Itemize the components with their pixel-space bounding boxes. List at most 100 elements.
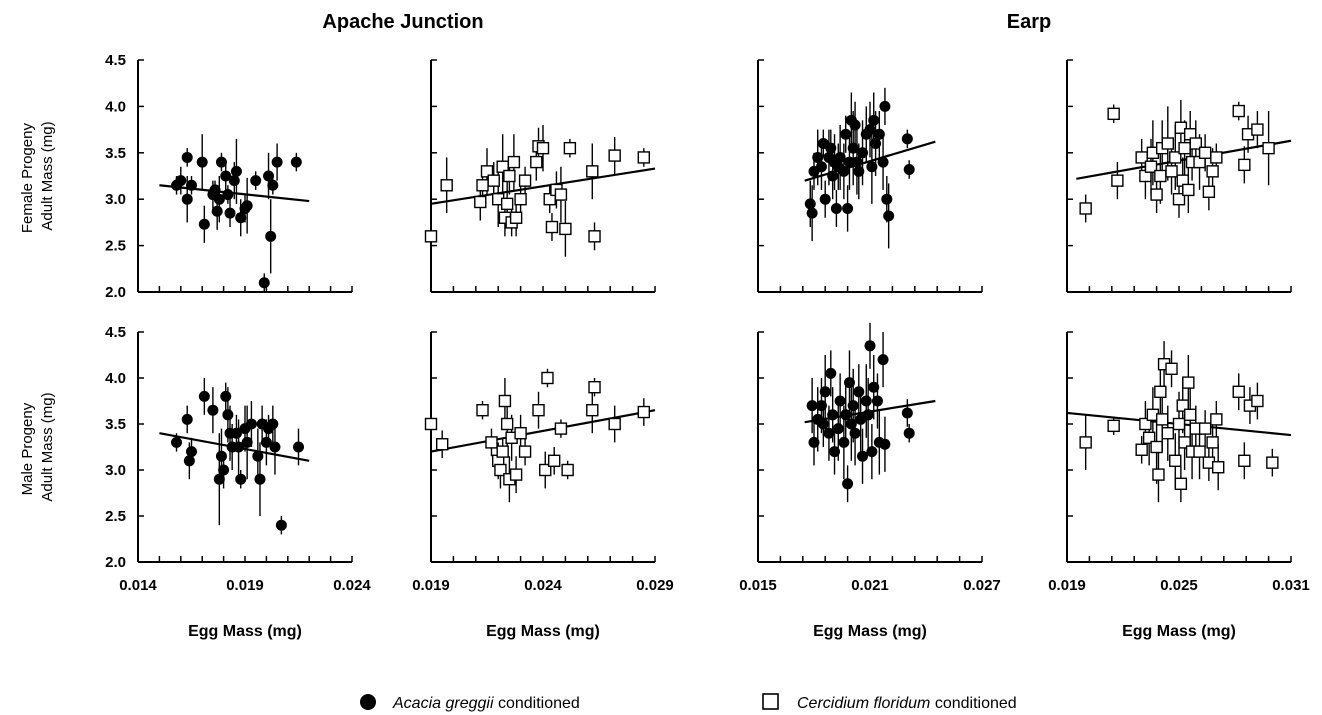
- data-point: [806, 207, 818, 219]
- data-point: [903, 164, 915, 176]
- data-point: [877, 156, 889, 168]
- y-tick-label: 3.0: [105, 462, 126, 479]
- legend-filled-circle-marker: [360, 694, 376, 710]
- x-tick-label: 0.027: [963, 577, 1001, 594]
- data-point: [518, 445, 532, 458]
- data-point: [198, 390, 210, 402]
- y-tick-label: 2.5: [105, 508, 126, 525]
- data-point: [834, 151, 846, 163]
- legend-suffix-acacia: conditioned: [498, 695, 580, 712]
- data-point: [849, 119, 861, 131]
- data-point: [183, 455, 195, 467]
- data-point: [536, 141, 550, 155]
- x-tick-label: 0.019: [1048, 577, 1086, 594]
- data-point: [476, 179, 489, 192]
- data-point: [252, 450, 264, 462]
- data-point: [563, 141, 577, 155]
- data-point: [637, 405, 650, 419]
- data-point: [230, 165, 242, 177]
- x-axis-label: Egg Mass (mg): [813, 623, 927, 640]
- panel-apache-junction-female: [424, 59, 656, 293]
- data-point: [1161, 137, 1175, 150]
- data-point: [840, 128, 852, 140]
- data-point: [267, 418, 279, 430]
- data-point: [269, 441, 281, 453]
- data-point: [879, 100, 891, 112]
- data-point: [548, 454, 561, 467]
- data-point: [271, 156, 283, 168]
- data-point: [903, 427, 915, 439]
- data-point: [181, 193, 193, 205]
- data-point: [1172, 192, 1186, 206]
- data-point: [424, 417, 438, 431]
- data-point: [862, 409, 874, 421]
- row-label-female-line1: Female Progeny: [19, 123, 36, 234]
- x-axis-label: Egg Mass (mg): [486, 623, 600, 640]
- data-point: [877, 354, 889, 366]
- data-point: [213, 473, 225, 485]
- data-point: [825, 367, 837, 379]
- data-point: [235, 473, 247, 485]
- data-point: [222, 189, 234, 201]
- data-point: [1107, 107, 1120, 121]
- x-axis-label: Egg Mass (mg): [188, 623, 302, 640]
- data-point: [171, 436, 183, 448]
- data-point: [561, 463, 574, 477]
- panel-earp-male: 0.019 0.025 0.031 Egg Mass (mg): [1048, 331, 1310, 640]
- data-point: [241, 436, 253, 448]
- data-point: [290, 156, 302, 168]
- data-point: [815, 400, 827, 412]
- data-point: [825, 142, 837, 154]
- data-point: [222, 409, 234, 421]
- data-point: [186, 179, 197, 191]
- data-point: [267, 179, 279, 191]
- data-point: [186, 446, 197, 458]
- data-point: [1161, 427, 1175, 440]
- data-point: [530, 155, 543, 169]
- data-point: [853, 165, 865, 177]
- data-point: [498, 394, 512, 408]
- data-point: [1210, 413, 1223, 426]
- data-point: [819, 386, 831, 398]
- data-point: [260, 436, 272, 448]
- data-point: [883, 210, 895, 222]
- data-point: [853, 386, 865, 398]
- data-point: [1165, 362, 1178, 375]
- data-point: [1189, 137, 1203, 150]
- data-point: [1155, 413, 1169, 426]
- x-tick-label: 0.024: [524, 577, 562, 594]
- data-point: [868, 381, 880, 393]
- row-label-male: Male Progeny Adult Mass (mg): [19, 392, 56, 501]
- data-point: [827, 170, 839, 182]
- x-tick-label: 0.019: [226, 577, 264, 594]
- data-point: [1206, 436, 1219, 449]
- data-point: [424, 230, 438, 243]
- x-tick-label: 0.031: [1272, 577, 1310, 594]
- data-point: [436, 438, 449, 451]
- data-point: [1238, 454, 1251, 467]
- data-point: [485, 436, 498, 449]
- data-point: [1135, 443, 1148, 456]
- data-point: [864, 124, 876, 136]
- data-point: [1193, 445, 1206, 458]
- data-point: [901, 133, 913, 145]
- legend: Acacia greggii conditioned Cercidium flo…: [360, 693, 1017, 712]
- data-point: [275, 519, 287, 531]
- data-point: [1232, 104, 1245, 118]
- data-point: [509, 211, 523, 224]
- y-tick-label: 4.5: [105, 52, 126, 69]
- data-point: [500, 417, 514, 431]
- data-point: [181, 151, 193, 163]
- data-point: [1079, 202, 1092, 215]
- legend-entry-acacia: Acacia greggii conditioned: [392, 695, 580, 712]
- panel-earp-female: [757, 59, 983, 293]
- data-point: [827, 409, 839, 421]
- data-point: [1198, 422, 1212, 435]
- data-point: [1182, 376, 1195, 389]
- data-point: [480, 165, 494, 178]
- x-tick-label: 0.024: [333, 577, 371, 594]
- data-point: [1176, 399, 1189, 412]
- data-point: [845, 418, 857, 430]
- data-point: [209, 184, 221, 196]
- data-point: [500, 197, 514, 211]
